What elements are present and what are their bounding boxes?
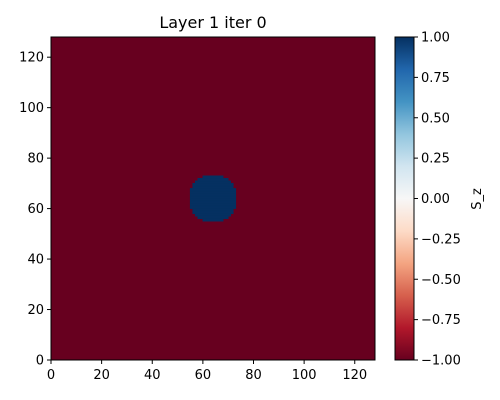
- colorbar: 1.00 0.75 0.50 0.25 0.00 −0.25 −0.50 −0.75 −1.00…: [394, 31, 485, 369]
- x-tick-label: 40: [144, 368, 161, 383]
- y-tick-label: 60: [27, 202, 44, 217]
- y-axis: 0 20 40 60 80 100 120: [19, 51, 51, 369]
- y-tick-label: 40: [27, 253, 44, 268]
- x-tick-label: 0: [47, 368, 55, 383]
- heatmap-region-disk: [189, 175, 237, 222]
- colorbar-tick-label: −1.00: [421, 354, 461, 369]
- y-tick-label: 20: [27, 303, 44, 318]
- x-tick-label: 80: [245, 368, 262, 383]
- chart-title: Layer 1 iter 0: [159, 13, 266, 32]
- y-tick-label: 0: [36, 354, 44, 369]
- x-tick-label: 100: [292, 368, 317, 383]
- colorbar-tick-label: 0.25: [421, 152, 450, 167]
- x-axis: 0 20 40 60 80 100 120: [47, 360, 367, 383]
- colorbar-tick-label: 0.00: [421, 192, 450, 207]
- x-tick-label: 60: [195, 368, 212, 383]
- heatmap-regions: [189, 175, 237, 222]
- y-tick-label: 120: [19, 51, 44, 66]
- colorbar-tick-label: −0.75: [421, 313, 461, 328]
- plot-frame: [50, 36, 376, 361]
- x-tick-label: 20: [93, 368, 110, 383]
- x-tick-label: 120: [342, 368, 367, 383]
- colorbar-tick-label: 0.50: [421, 111, 450, 126]
- colorbar-ticks: 1.00 0.75 0.50 0.25 0.00 −0.25 −0.50 −0.75 −1.00: [414, 31, 461, 369]
- colorbar-tick-label: −0.25: [421, 232, 461, 247]
- colorbar-tick-label: −0.50: [421, 273, 461, 288]
- plot-area: 0 20 40 60 80 100 120 0 20 40 60 80 100 120: [19, 36, 376, 383]
- colorbar-tick-label: 0.75: [421, 71, 450, 86]
- colorbar-gradient: [395, 37, 414, 360]
- colorbar-label: S_z: [470, 188, 485, 210]
- y-tick-label: 80: [27, 152, 44, 167]
- y-tick-label: 100: [19, 101, 44, 116]
- colorbar-tick-label: 1.00: [421, 31, 450, 46]
